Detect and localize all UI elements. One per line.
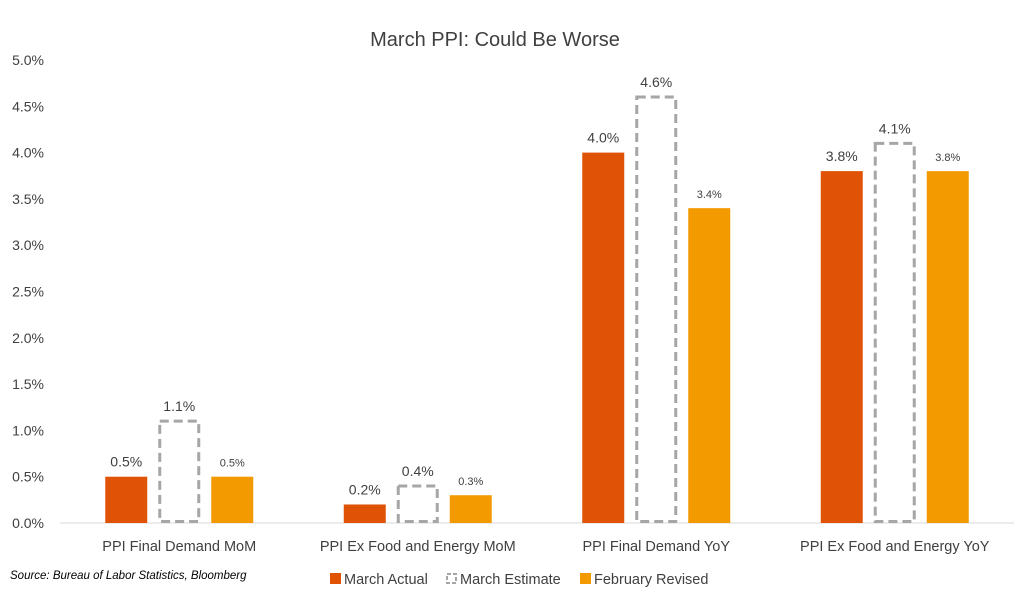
data-label: 3.4%	[697, 189, 722, 201]
legend-label-march-actual: March Actual	[344, 572, 428, 588]
bar-march-estimate	[396, 484, 439, 523]
y-tick-label: 0.0%	[12, 515, 44, 531]
bar-february-revised	[688, 208, 731, 523]
data-label: 0.5%	[220, 458, 245, 470]
y-axis: 0.0% 0.5% 1.0% 1.5% 2.0% 2.5% 3.0% 3.5% 4.0% 4.5%…	[12, 52, 44, 531]
bar-march-estimate	[158, 419, 201, 524]
y-tick-label: 2.0%	[12, 330, 44, 346]
bar-march-estimate	[873, 141, 916, 523]
data-label: 4.6%	[640, 74, 672, 90]
y-tick-label: 3.5%	[12, 191, 44, 207]
data-label: 1.1%	[163, 398, 195, 414]
legend-swatch-march-actual	[330, 573, 341, 584]
y-tick-label: 1.5%	[12, 376, 44, 392]
data-labels: 0.5% 1.1% 0.5% 0.2% 0.4% 0.3% 4.0% 4.6% 3.4% 3.8%…	[110, 74, 960, 497]
bar-march-estimate	[635, 95, 678, 523]
x-axis: PPI Final Demand MoM PPI Ex Food and Ener…	[102, 539, 990, 555]
legend-swatch-march-estimate	[446, 573, 457, 584]
data-label: 0.2%	[349, 481, 381, 497]
data-label: 3.8%	[935, 152, 960, 164]
x-category-label: PPI Final Demand MoM	[102, 539, 256, 555]
y-tick-label: 4.5%	[12, 98, 44, 114]
y-tick-label: 1.0%	[12, 422, 44, 438]
bar-march-actual	[820, 171, 863, 523]
y-tick-label: 4.0%	[12, 145, 44, 161]
bar-february-revised	[926, 171, 969, 523]
x-category-label: PPI Ex Food and Energy YoY	[800, 539, 990, 555]
x-category-label: PPI Final Demand YoY	[582, 539, 730, 555]
data-label: 4.1%	[879, 120, 911, 136]
data-label: 4.0%	[587, 130, 619, 146]
data-label: 0.5%	[110, 454, 142, 470]
legend-label-march-estimate: March Estimate	[460, 572, 561, 588]
data-label: 3.8%	[826, 148, 858, 164]
bar-march-actual	[343, 504, 386, 523]
y-tick-label: 3.0%	[12, 237, 44, 253]
y-tick-label: 5.0%	[12, 52, 44, 68]
source-note: Source: Bureau of Labor Statistics, Bloo…	[10, 570, 247, 582]
data-label: 0.4%	[402, 463, 434, 479]
bar-february-revised	[211, 476, 254, 523]
y-tick-label: 0.5%	[12, 469, 44, 485]
bar-march-actual	[105, 476, 148, 523]
chart-title: March PPI: Could Be Worse	[370, 29, 620, 51]
legend: March Actual March Estimate February Revis…	[330, 572, 708, 588]
bars	[105, 95, 969, 524]
bar-february-revised	[449, 495, 492, 523]
legend-swatch-february-revised	[580, 573, 591, 584]
legend-label-february-revised: February Revised	[594, 572, 708, 588]
x-category-label: PPI Ex Food and Energy MoM	[320, 539, 516, 555]
data-label: 0.3%	[458, 476, 483, 488]
bar-march-actual	[582, 152, 625, 523]
y-tick-label: 2.5%	[12, 284, 44, 300]
